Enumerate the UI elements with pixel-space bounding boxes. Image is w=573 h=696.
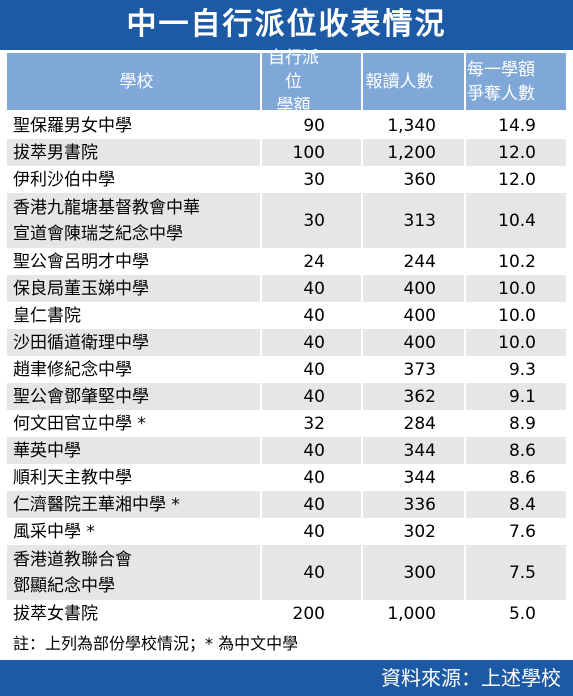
school-cell: 仁濟醫院王華湘中學 * [7, 491, 262, 518]
number-cell: 200 [262, 600, 363, 627]
school-cell: 伊利沙伯中學 [7, 166, 262, 193]
number-cell: 284 [363, 410, 466, 437]
table-row: 何文田官立中學 * 32 284 8.9 [7, 410, 566, 437]
number-cell: 1,200 [363, 139, 466, 166]
number-cell: 7.5 [466, 545, 566, 600]
number-cell: 100 [262, 139, 363, 166]
number-cell: 7.6 [508, 521, 536, 542]
number-cell: 313 [363, 193, 466, 248]
number-cell: 10.4 [466, 193, 566, 248]
number-cell: 8.9 [508, 413, 536, 434]
school-cell: 何文田官立中學 * [7, 410, 262, 437]
table-row: 仁濟醫院王華湘中學 * 40 336 8.4 [7, 491, 566, 518]
table-row: 華英中學 40 344 8.6 [7, 437, 566, 464]
number-cell: 12.0 [466, 139, 566, 166]
table-row: 伊利沙伯中學 30 360 12.0 [7, 166, 566, 193]
header-cell: 每一學額 爭奪人數 [466, 53, 566, 110]
school-cell: 保良局董玉娣中學 [7, 275, 262, 302]
table-row: 拔萃男書院 100 1,200 12.0 [7, 139, 566, 166]
number-cell: 10.0 [466, 275, 566, 302]
number-cell: 40 [262, 518, 363, 545]
number-cell: 1,340 [363, 112, 466, 139]
number-cell: 40 [262, 545, 363, 600]
table-row: 拔萃女書院 200 1,000 5.0 [7, 600, 566, 627]
table-row: 順利天主教中學 40 344 8.6 [7, 464, 566, 491]
number-cell: 40 [262, 275, 363, 302]
number-cell: 40 [262, 491, 363, 518]
number-cell: 8.6 [508, 467, 536, 488]
table-row: 沙田循道衛理中學 40 400 10.0 [7, 329, 566, 356]
number-cell: 12.0 [498, 169, 536, 190]
number-cell: 9.3 [508, 359, 536, 380]
table-row: 趙聿修紀念中學 40 373 9.3 [7, 356, 566, 383]
number-cell: 9.1 [466, 383, 566, 410]
table-row: 聖公會鄧肇堅中學 40 362 9.1 [7, 383, 566, 410]
number-cell: 14.9 [498, 115, 536, 136]
school-cell: 聖公會呂明才中學 [7, 248, 262, 275]
number-cell: 300 [363, 545, 466, 600]
number-cell: 400 [363, 302, 466, 329]
number-cell: 344 [363, 437, 466, 464]
number-cell: 244 [363, 248, 466, 275]
number-cell: 5.0 [508, 603, 536, 624]
number-cell: 40 [262, 437, 363, 464]
number-cell: 10.0 [498, 305, 536, 326]
table-row: 皇仁書院 40 400 10.0 [7, 302, 566, 329]
number-cell: 30 [262, 166, 363, 193]
table: 學校 自行派位 學額 報讀人數 每一學額 爭奪人數 聖保羅男女中學 90 1,340 14.9… [7, 48, 566, 627]
table-row: 風采中學 * 40 302 7.6 [7, 518, 566, 545]
school-cell: 香港道教聯合會 鄧顯紀念中學 [7, 545, 262, 600]
number-cell: 336 [363, 491, 466, 518]
table-row: 保良局董玉娣中學 40 400 10.0 [7, 275, 566, 302]
number-cell: 10.2 [498, 251, 536, 272]
school-cell: 拔萃男書院 [7, 139, 262, 166]
number-cell: 344 [363, 464, 466, 491]
school-cell: 趙聿修紀念中學 [7, 356, 262, 383]
number-cell: 40 [262, 383, 363, 410]
source: 資料來源：上述學校 [0, 660, 573, 696]
school-cell: 聖保羅男女中學 [7, 112, 262, 139]
school-cell: 順利天主教中學 [7, 464, 262, 491]
school-cell: 香港九龍塘基督教會中華 宣道會陳瑞芝紀念中學 [7, 193, 262, 248]
footnote: 註：上列為部份學校情況；* 為中文中學 [13, 634, 299, 653]
number-cell: 362 [363, 383, 466, 410]
number-cell: 400 [363, 275, 466, 302]
number-cell: 90 [262, 112, 363, 139]
number-cell: 30 [262, 193, 363, 248]
header-cell: 報讀人數 [363, 53, 466, 110]
number-cell: 40 [262, 464, 363, 491]
table-row: 聖公會呂明才中學 24 244 10.2 [7, 248, 566, 275]
number-cell: 400 [363, 329, 466, 356]
header-cell: 自行派位 學額 [262, 48, 363, 116]
school-cell: 皇仁書院 [7, 302, 262, 329]
number-cell: 8.4 [466, 491, 566, 518]
title: 中一自行派位收表情況 [0, 0, 573, 50]
school-cell: 拔萃女書院 [7, 600, 262, 627]
header-row: 學校 自行派位 學額 報讀人數 每一學額 爭奪人數 [7, 48, 566, 116]
number-cell: 10.0 [466, 329, 566, 356]
table-row: 聖保羅男女中學 90 1,340 14.9 [7, 112, 566, 139]
number-cell: 302 [363, 518, 466, 545]
number-cell: 40 [262, 302, 363, 329]
number-cell: 40 [262, 329, 363, 356]
header-cell: 學校 [7, 53, 262, 110]
number-cell: 1,000 [363, 600, 466, 627]
number-cell: 24 [262, 248, 363, 275]
school-cell: 聖公會鄧肇堅中學 [7, 383, 262, 410]
table-row: 香港道教聯合會 鄧顯紀念中學 40 300 7.5 [7, 545, 566, 600]
number-cell: 360 [363, 166, 466, 193]
number-cell: 373 [363, 356, 466, 383]
number-cell: 8.6 [466, 437, 566, 464]
table-row: 香港九龍塘基督教會中華 宣道會陳瑞芝紀念中學 30 313 10.4 [7, 193, 566, 248]
number-cell: 32 [262, 410, 363, 437]
school-cell: 沙田循道衛理中學 [7, 329, 262, 356]
school-cell: 華英中學 [7, 437, 262, 464]
school-cell: 風采中學 * [7, 518, 262, 545]
number-cell: 40 [262, 356, 363, 383]
